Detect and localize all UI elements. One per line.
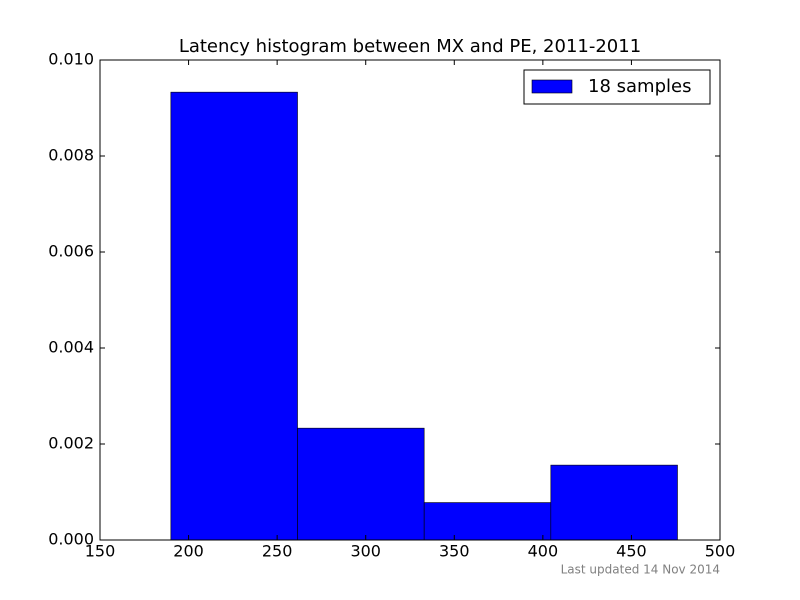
y-tick-label: 0.002 — [48, 434, 94, 453]
y-tick-label: 0.006 — [48, 242, 94, 261]
bar — [550, 464, 678, 541]
chart-title: Latency histogram between MX and PE, 201… — [179, 36, 641, 57]
bar — [423, 502, 552, 541]
x-tick-label: 500 — [705, 542, 736, 561]
x-tick-label: 450 — [616, 542, 647, 561]
y-tick-label: 0.000 — [48, 530, 94, 549]
x-tick-label: 200 — [173, 542, 204, 561]
y-tick-label: 0.008 — [48, 146, 94, 165]
x-tick-label: 300 — [350, 542, 381, 561]
bar — [297, 427, 425, 541]
y-tick-label: 0.010 — [48, 50, 94, 69]
x-tick-label: 150 — [85, 542, 116, 561]
legend-label: 18 samples — [588, 76, 691, 97]
plot-frame — [99, 59, 721, 541]
legend-swatch — [531, 79, 573, 94]
x-tick-label: 350 — [439, 542, 470, 561]
bar — [170, 91, 298, 541]
x-tick-label: 400 — [528, 542, 559, 561]
footer: Last updated 14 Nov 2014 — [561, 563, 720, 577]
y-tick-label: 0.004 — [48, 338, 94, 357]
x-tick-label: 250 — [262, 542, 293, 561]
